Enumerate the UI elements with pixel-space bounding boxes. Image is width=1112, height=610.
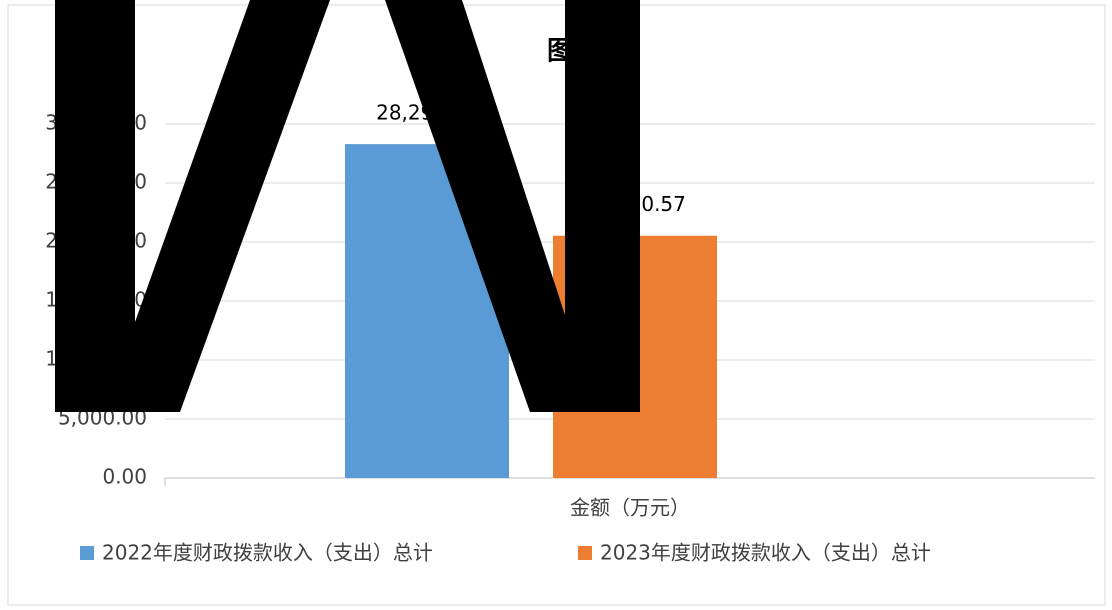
legend-label: 2022年度财政拨款收入（支出）总计 [102, 541, 433, 565]
x-tick-label: 金额（万元） [570, 496, 690, 520]
legend-label: 2023年度财政拨款收入（支出）总计 [600, 541, 931, 565]
y-tick-label: 0.00 [102, 465, 147, 489]
legend-swatch [578, 546, 592, 560]
occlusion-shape [385, 0, 640, 412]
occlusion [55, 0, 640, 412]
legend-swatch [80, 546, 94, 560]
occlusion-shape [55, 0, 330, 412]
